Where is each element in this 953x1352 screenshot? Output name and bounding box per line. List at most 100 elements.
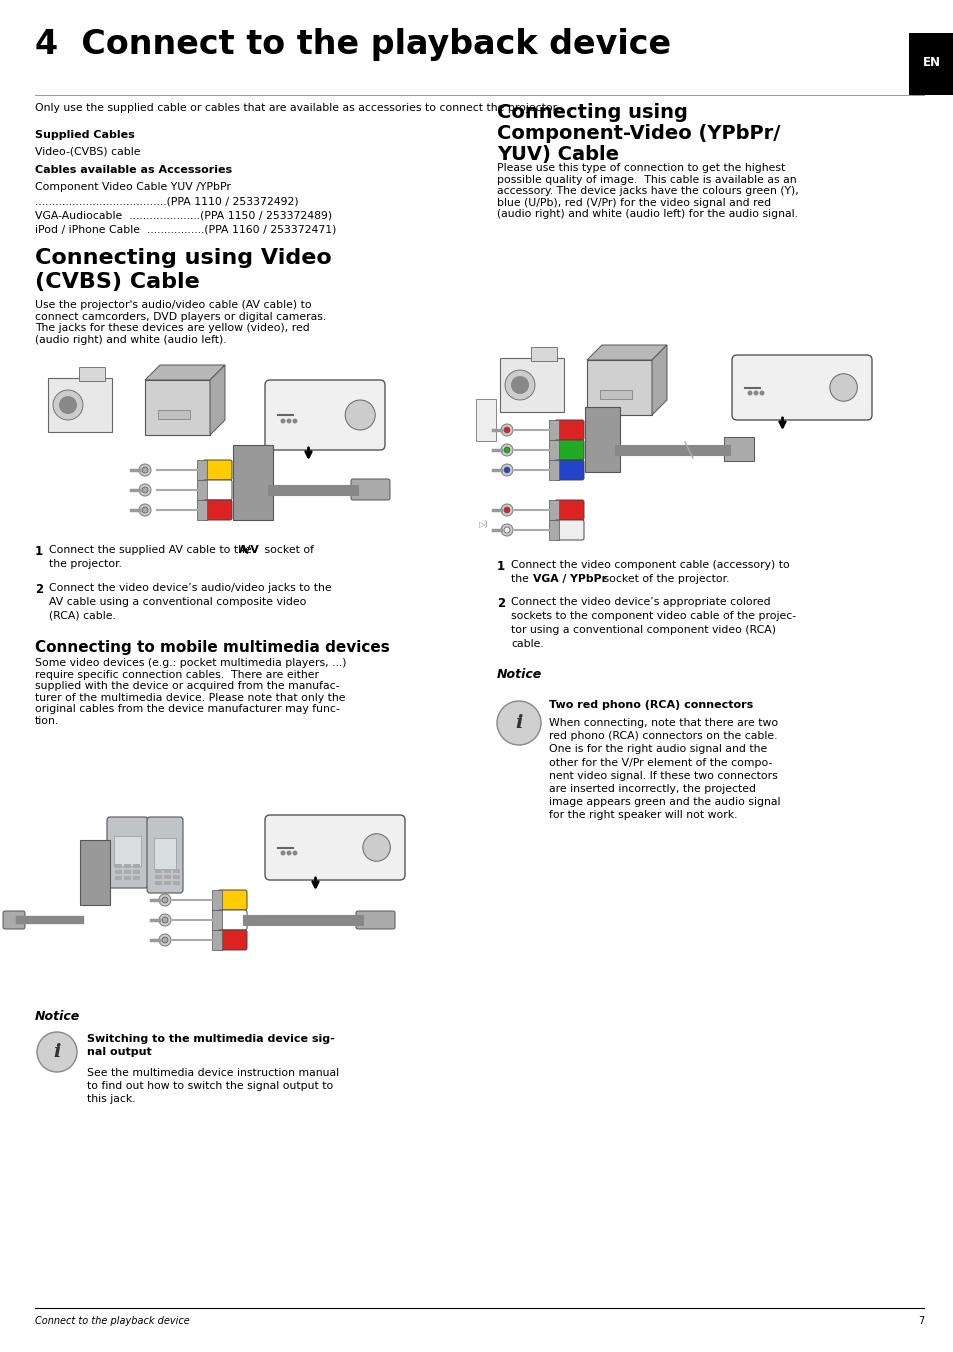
- Text: Connect the video device’s audio/video jacks to the
AV cable using a conventiona: Connect the video device’s audio/video j…: [49, 583, 332, 621]
- Text: Notice: Notice: [35, 1010, 80, 1023]
- Circle shape: [829, 373, 857, 402]
- Circle shape: [142, 466, 148, 473]
- Circle shape: [53, 389, 83, 420]
- FancyBboxPatch shape: [132, 864, 140, 868]
- Text: Supplied Cables: Supplied Cables: [35, 130, 134, 141]
- Text: Some video devices (e.g.: pocket multimedia players, ...)
require specific conne: Some video devices (e.g.: pocket multime…: [35, 658, 346, 726]
- Circle shape: [503, 527, 510, 533]
- FancyBboxPatch shape: [731, 356, 871, 420]
- Circle shape: [759, 391, 763, 396]
- Text: socket of the projector.: socket of the projector.: [599, 575, 729, 584]
- Circle shape: [37, 1032, 77, 1072]
- Text: Component-Video (YPbPr/: Component-Video (YPbPr/: [497, 124, 780, 143]
- FancyBboxPatch shape: [107, 817, 148, 888]
- Circle shape: [753, 391, 758, 396]
- FancyBboxPatch shape: [145, 380, 210, 435]
- FancyBboxPatch shape: [196, 460, 207, 480]
- Circle shape: [511, 376, 529, 393]
- Circle shape: [139, 484, 151, 496]
- Circle shape: [503, 507, 510, 512]
- FancyBboxPatch shape: [132, 876, 140, 880]
- FancyBboxPatch shape: [586, 360, 651, 415]
- Circle shape: [500, 443, 513, 456]
- FancyBboxPatch shape: [265, 380, 385, 450]
- Text: Connecting using Video: Connecting using Video: [35, 247, 332, 268]
- Circle shape: [500, 525, 513, 535]
- FancyBboxPatch shape: [555, 439, 583, 460]
- Text: See the multimedia device instruction manual
to find out how to switch the signa: See the multimedia device instruction ma…: [87, 1068, 338, 1105]
- FancyBboxPatch shape: [115, 869, 122, 873]
- Text: socket of: socket of: [261, 545, 314, 556]
- Text: Cables available as Accessories: Cables available as Accessories: [35, 165, 232, 174]
- Text: Notice: Notice: [497, 668, 541, 681]
- FancyBboxPatch shape: [158, 410, 191, 419]
- Circle shape: [280, 419, 285, 423]
- Circle shape: [503, 466, 510, 473]
- Circle shape: [503, 427, 510, 433]
- FancyBboxPatch shape: [355, 911, 395, 929]
- FancyBboxPatch shape: [124, 869, 131, 873]
- FancyBboxPatch shape: [132, 869, 140, 873]
- Circle shape: [500, 504, 513, 516]
- Text: YUV) Cable: YUV) Cable: [497, 145, 618, 164]
- FancyBboxPatch shape: [212, 890, 222, 910]
- FancyBboxPatch shape: [233, 445, 273, 521]
- Circle shape: [139, 464, 151, 476]
- FancyBboxPatch shape: [124, 864, 131, 868]
- Text: VGA-Audiocable  .....................(PPA 1150 / 253372489): VGA-Audiocable .....................(PPA…: [35, 210, 332, 220]
- Circle shape: [142, 487, 148, 493]
- Text: Connecting to mobile multimedia devices: Connecting to mobile multimedia devices: [35, 639, 390, 654]
- FancyBboxPatch shape: [164, 875, 171, 879]
- Text: 1: 1: [497, 560, 504, 573]
- Circle shape: [286, 419, 292, 423]
- Text: 4  Connect to the playback device: 4 Connect to the playback device: [35, 28, 670, 61]
- Circle shape: [142, 507, 148, 512]
- Text: Connecting using: Connecting using: [497, 103, 687, 122]
- Text: iPod / iPhone Cable  .................(PPA 1160 / 253372471): iPod / iPhone Cable .................(PP…: [35, 224, 336, 234]
- Circle shape: [162, 917, 168, 923]
- FancyBboxPatch shape: [584, 407, 619, 472]
- FancyBboxPatch shape: [172, 882, 180, 886]
- FancyBboxPatch shape: [154, 882, 162, 886]
- Text: 1: 1: [35, 545, 43, 558]
- Circle shape: [293, 850, 297, 856]
- FancyBboxPatch shape: [172, 869, 180, 873]
- FancyBboxPatch shape: [79, 366, 105, 381]
- Text: 7: 7: [917, 1315, 923, 1326]
- FancyBboxPatch shape: [115, 876, 122, 880]
- Text: When connecting, note that there are two
red phono (RCA) connectors on the cable: When connecting, note that there are two…: [548, 718, 780, 821]
- Text: (CVBS) Cable: (CVBS) Cable: [35, 272, 199, 292]
- Text: Please use this type of connection to get the highest
possible quality of image.: Please use this type of connection to ge…: [497, 164, 798, 219]
- FancyBboxPatch shape: [203, 500, 232, 521]
- Circle shape: [497, 700, 540, 745]
- FancyBboxPatch shape: [113, 837, 141, 865]
- FancyBboxPatch shape: [212, 910, 222, 930]
- Text: i: i: [515, 714, 522, 731]
- FancyBboxPatch shape: [548, 420, 558, 439]
- Text: Connect the supplied AV cable to the: Connect the supplied AV cable to the: [49, 545, 255, 556]
- Circle shape: [162, 896, 168, 903]
- Polygon shape: [145, 365, 225, 380]
- Text: EN: EN: [923, 55, 940, 69]
- Circle shape: [59, 396, 77, 414]
- Circle shape: [500, 425, 513, 435]
- Text: Connect the video component cable (accessory) to: Connect the video component cable (acces…: [511, 560, 789, 571]
- FancyBboxPatch shape: [218, 910, 247, 930]
- FancyBboxPatch shape: [548, 460, 558, 480]
- Text: A/V: A/V: [239, 545, 259, 556]
- Text: the projector.: the projector.: [49, 558, 122, 569]
- Circle shape: [500, 464, 513, 476]
- FancyBboxPatch shape: [599, 391, 632, 399]
- Polygon shape: [651, 345, 666, 415]
- FancyBboxPatch shape: [265, 815, 405, 880]
- Circle shape: [503, 448, 510, 453]
- FancyBboxPatch shape: [476, 399, 496, 441]
- FancyBboxPatch shape: [147, 817, 183, 894]
- Text: Component Video Cable YUV /YPbPr: Component Video Cable YUV /YPbPr: [35, 183, 231, 192]
- Text: Two red phono (RCA) connectors: Two red phono (RCA) connectors: [548, 700, 753, 710]
- Text: Switching to the multimedia device sig-
nal output: Switching to the multimedia device sig- …: [87, 1034, 335, 1057]
- FancyBboxPatch shape: [218, 930, 247, 950]
- Text: 2: 2: [497, 598, 504, 610]
- Text: the: the: [511, 575, 532, 584]
- FancyBboxPatch shape: [723, 437, 753, 461]
